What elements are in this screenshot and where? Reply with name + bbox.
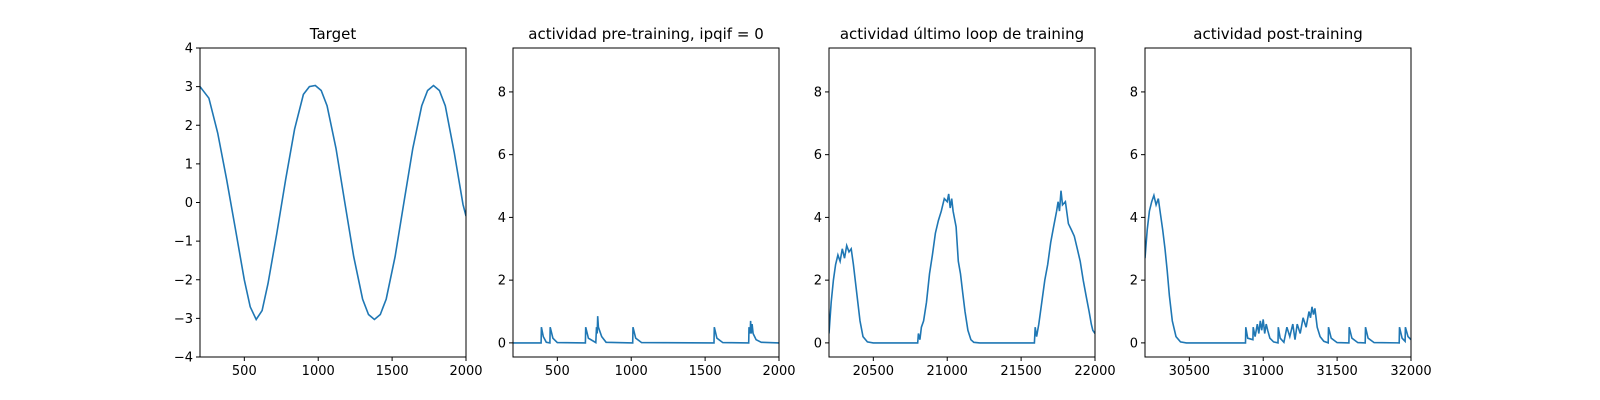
y-tick-label: 2 xyxy=(498,274,506,289)
y-tick-label: 4 xyxy=(185,42,193,57)
x-tick-label: 20500 xyxy=(853,364,894,379)
x-tick-label: 31000 xyxy=(1243,364,1284,379)
x-tick-label: 500 xyxy=(232,364,257,379)
y-tick-label: 2 xyxy=(185,119,193,134)
y-tick-label: −3 xyxy=(174,312,193,327)
x-tick-label: 1500 xyxy=(689,364,722,379)
axes-frame xyxy=(512,47,780,358)
chart-title: actividad post-training xyxy=(1193,25,1362,43)
y-tick-label: 6 xyxy=(814,148,822,163)
y-tick-label: 2 xyxy=(1130,274,1138,289)
x-tick-label: 31500 xyxy=(1316,364,1357,379)
y-tick-label: 0 xyxy=(1130,336,1138,351)
chart-panel-4: 30500 31000 31500 32000 0 2 4 6 8 actividad post-… xyxy=(1130,25,1432,379)
y-tick-label: 8 xyxy=(1130,85,1138,100)
y-tick-label: 4 xyxy=(814,211,822,226)
chart-panel-2: 500 1000 1500 2000 0 2 4 6 8 actividad pre-traini… xyxy=(498,25,796,379)
y-tick-label: 4 xyxy=(1130,211,1138,226)
y-tick-label: 6 xyxy=(498,148,506,163)
y-tick-label: 1 xyxy=(185,157,193,172)
x-tick-label: 21500 xyxy=(1000,364,1041,379)
axes-frame xyxy=(828,47,1096,358)
series-line xyxy=(829,190,1095,344)
y-tick-label: 2 xyxy=(814,274,822,289)
chart-title: Target xyxy=(309,25,357,43)
x-tick-label: 30500 xyxy=(1169,364,1210,379)
y-tick-label: 0 xyxy=(185,196,193,211)
chart-panel-3: 20500 21000 21500 22000 0 2 4 6 8 actividad últim… xyxy=(814,25,1116,379)
y-tick-label: −1 xyxy=(174,235,193,250)
y-tick-label: −4 xyxy=(174,351,193,366)
x-tick-label: 500 xyxy=(545,364,570,379)
y-tick-label: 6 xyxy=(1130,148,1138,163)
y-tick-label: 0 xyxy=(814,336,822,351)
series-line xyxy=(1145,192,1411,345)
axes-frame xyxy=(1144,47,1412,358)
x-tick-label: 2000 xyxy=(762,364,795,379)
y-tick-label: 8 xyxy=(498,85,506,100)
y-tick-label: 4 xyxy=(498,211,506,226)
x-tick-label: 1500 xyxy=(376,364,409,379)
x-tick-label: 2000 xyxy=(449,364,482,379)
x-tick-label: 32000 xyxy=(1390,364,1431,379)
x-tick-label: 21000 xyxy=(927,364,968,379)
chart-panel-1: 500 1000 1500 2000 −4 −3 −2 −1 0 1 2 3 4 Target xyxy=(174,25,483,379)
y-tick-label: 8 xyxy=(814,85,822,100)
y-tick-label: 0 xyxy=(498,336,506,351)
chart-title: actividad último loop de training xyxy=(840,25,1084,43)
chart-title: actividad pre-training, ipqif = 0 xyxy=(528,25,764,43)
series-line xyxy=(200,84,466,322)
y-tick-label: 3 xyxy=(185,80,193,95)
y-tick-label: −2 xyxy=(174,273,193,288)
x-tick-label: 1000 xyxy=(615,364,648,379)
x-tick-label: 22000 xyxy=(1074,364,1115,379)
series-line xyxy=(513,316,779,344)
x-tick-label: 1000 xyxy=(302,364,335,379)
